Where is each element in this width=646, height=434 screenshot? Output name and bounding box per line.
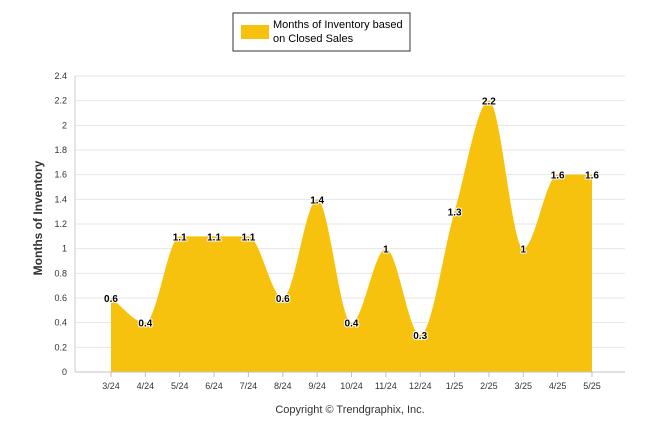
y-tick-label: 1.4	[54, 194, 67, 204]
data-label: 1.3	[448, 208, 462, 219]
x-tick-label: 5/24	[171, 381, 189, 391]
legend: Months of Inventory based on Closed Sale…	[232, 12, 411, 52]
data-label: 0.6	[276, 294, 290, 305]
x-tick-label: 5/25	[583, 381, 601, 391]
data-label: 1.1	[207, 232, 221, 243]
area-fill	[111, 100, 592, 373]
y-tick-label: 2.2	[54, 96, 67, 106]
y-tick-label: 0.4	[54, 318, 67, 328]
x-tick-label: 10/24	[340, 381, 363, 391]
x-tick-label: 3/25	[515, 381, 533, 391]
x-tick-label: 9/24	[308, 381, 326, 391]
data-label: 2.2	[482, 97, 496, 108]
x-tick-label: 6/24	[205, 381, 223, 391]
data-label: 0.3	[413, 331, 427, 342]
data-label: 1.4	[310, 195, 324, 206]
x-tick-label: 8/24	[274, 381, 292, 391]
y-axis-ticks: 0 0.2 0.4 0.6 0.8 1 1.2 1.4 1.6 1.8 2 2.2 2.4	[54, 71, 67, 377]
y-tick-label: 0.6	[54, 293, 67, 303]
data-label: 1	[383, 245, 389, 256]
legend-swatch	[241, 25, 269, 39]
x-tick-label: 4/24	[137, 381, 155, 391]
y-tick-label: 0.8	[54, 268, 67, 278]
y-tick-label: 2.4	[54, 71, 67, 81]
data-label: 1.6	[585, 171, 599, 182]
data-label: 0.6	[104, 294, 118, 305]
x-tick-label: 11/24	[375, 381, 397, 391]
y-tick-label: 2	[62, 120, 67, 130]
y-tick-label: 1.2	[54, 219, 67, 229]
data-labels: 0.6 0.4 1.1 1.1 1.1 0.6 1.4 0.4 1 0.3 1.3 2.2 1 1.6 1.…	[103, 96, 600, 343]
data-label: 0.4	[345, 319, 359, 330]
y-tick-label: 0	[62, 367, 67, 377]
area-series	[111, 100, 592, 373]
x-tick-label: 2/25	[480, 381, 498, 391]
y-tick-label: 1.8	[54, 145, 67, 155]
data-label: 1.1	[173, 232, 187, 243]
y-tick-label: 0.2	[54, 342, 67, 352]
y-tick-label: 1.6	[54, 170, 67, 180]
x-tick-label: 7/24	[240, 381, 258, 391]
x-tick-label: 4/25	[549, 381, 567, 391]
legend-label-line2: on Closed Sales	[273, 33, 354, 45]
data-label: 1.6	[551, 171, 565, 182]
y-axis-title: Months of Inventory	[31, 160, 45, 275]
y-tick-label: 1	[62, 244, 67, 254]
x-tick-label: 3/24	[102, 381, 120, 391]
x-axis-ticks: 3/24 4/24 5/24 6/24 7/24 8/24 9/24 10/24 11/24 12…	[75, 371, 625, 391]
data-label: 0.4	[138, 319, 152, 330]
legend-label-line1: Months of Inventory based	[273, 19, 403, 31]
data-label: 1	[521, 245, 527, 256]
copyright-credit: Copyright © Trendgraphix, Inc.	[275, 404, 424, 416]
x-tick-label: 12/24	[409, 381, 432, 391]
data-label: 1.1	[241, 232, 255, 243]
x-tick-label: 1/25	[446, 381, 464, 391]
